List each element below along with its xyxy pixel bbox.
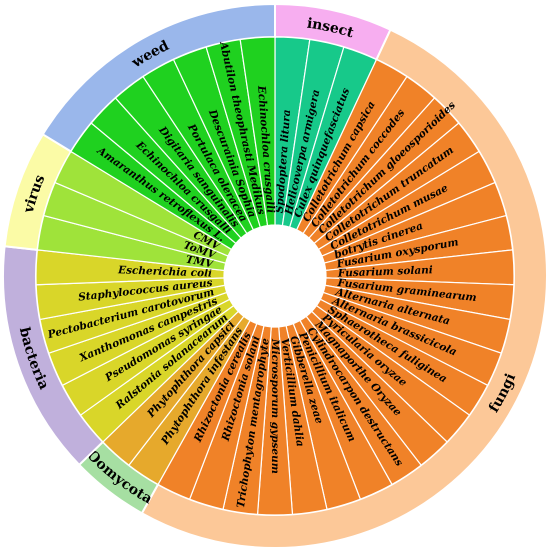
center-hole [224, 225, 326, 327]
sector-label: Fusarium solani [337, 264, 433, 279]
sector-label: Escherichia coli [117, 264, 212, 279]
sector-label: Microsporum gypseum [269, 338, 281, 474]
